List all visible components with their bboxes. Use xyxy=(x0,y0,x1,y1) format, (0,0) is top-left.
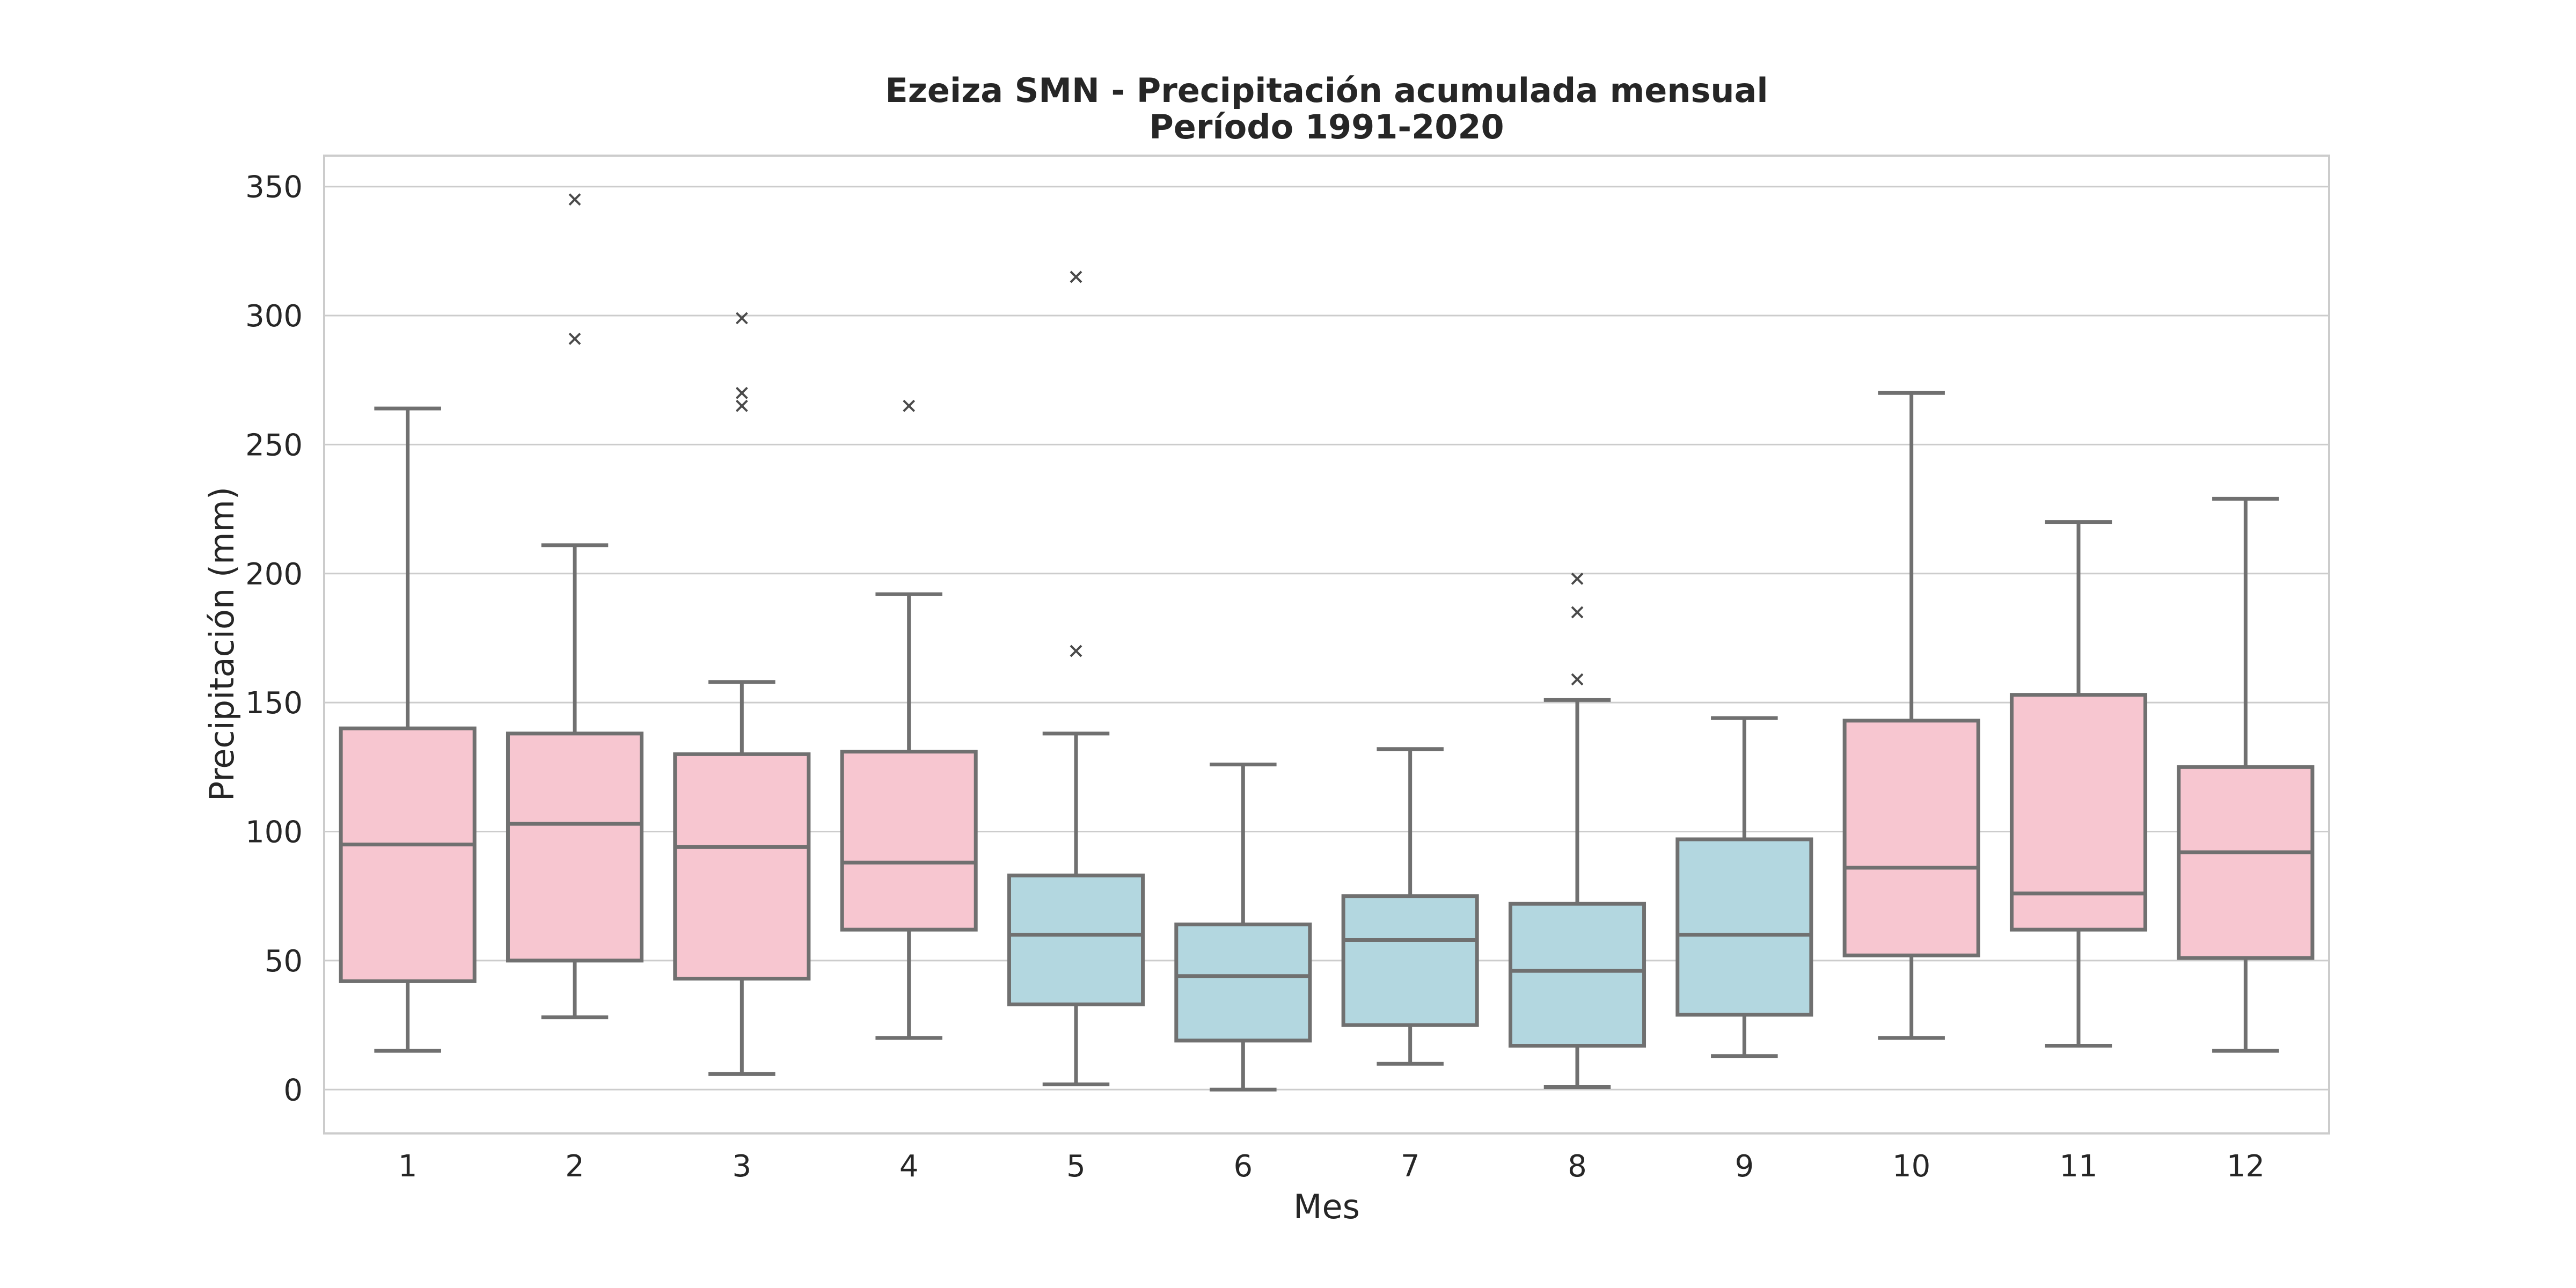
y-tick-label: 100 xyxy=(245,815,303,850)
box-month-1 xyxy=(339,406,477,1053)
x-tick-label: 4 xyxy=(899,1149,919,1184)
y-tick-label: 350 xyxy=(245,170,303,205)
y-tick-label: 300 xyxy=(245,299,303,334)
x-tick-label: 3 xyxy=(733,1149,752,1184)
box xyxy=(673,752,811,981)
box-month-9 xyxy=(1675,716,1813,1058)
box-month-6 xyxy=(1174,763,1312,1092)
box-month-11 xyxy=(2009,520,2148,1048)
x-tick-label: 1 xyxy=(398,1149,418,1184)
outlier-point xyxy=(568,193,581,206)
box xyxy=(1174,923,1312,1043)
box xyxy=(2177,765,2315,960)
x-tick-label: 8 xyxy=(1568,1149,1587,1184)
box-month-2 xyxy=(506,193,644,1020)
y-tick-label: 200 xyxy=(245,557,303,592)
grid-lines xyxy=(324,186,2329,1091)
x-tick-label: 10 xyxy=(1892,1149,1930,1184)
x-tick-label: 12 xyxy=(2227,1149,2265,1184)
box-month-5 xyxy=(1007,270,1145,1087)
box-month-3 xyxy=(673,312,811,1076)
y-tick-label: 0 xyxy=(283,1073,303,1108)
box xyxy=(339,726,477,983)
chart-title: Ezeiza SMN - Precipitación acumulada men… xyxy=(885,71,1768,110)
box xyxy=(1341,894,1479,1027)
x-tick-label: 2 xyxy=(565,1149,584,1184)
box-month-10 xyxy=(1842,391,1980,1040)
outlier-point xyxy=(735,312,748,325)
outlier-point xyxy=(1571,572,1584,585)
box-month-8 xyxy=(1508,572,1646,1089)
y-tick-label: 150 xyxy=(245,686,303,721)
y-tick-label: 250 xyxy=(245,428,303,463)
x-tick-label: 9 xyxy=(1735,1149,1754,1184)
outlier-point xyxy=(568,332,581,345)
box xyxy=(506,731,644,963)
box-series xyxy=(339,193,2315,1092)
outlier-point xyxy=(1070,645,1082,657)
x-tick-label: 11 xyxy=(2059,1149,2097,1184)
plot-frame xyxy=(323,155,2330,1135)
x-tick-label: 6 xyxy=(1234,1149,1253,1184)
box xyxy=(1508,902,1646,1048)
x-axis-label: Mes xyxy=(1293,1187,1360,1226)
outlier-point xyxy=(735,399,748,412)
box-month-4 xyxy=(840,399,978,1040)
outlier-point xyxy=(1571,673,1584,686)
chart-subtitle: Período 1991-2020 xyxy=(1149,107,1504,147)
box xyxy=(2009,693,2148,932)
outlier-point xyxy=(903,399,916,412)
box-month-7 xyxy=(1341,747,1479,1066)
box xyxy=(1007,873,1145,1007)
x-axis-ticks: 1 2 3 4 5 6 7 8 9 10 11 12 xyxy=(398,1149,2265,1184)
outlier-point xyxy=(735,386,748,399)
box xyxy=(1675,837,1813,1017)
outlier-point xyxy=(1571,606,1584,619)
outlier-point xyxy=(1070,270,1082,283)
y-tick-label: 50 xyxy=(265,944,303,979)
x-tick-label: 7 xyxy=(1401,1149,1420,1184)
y-axis-label: Precipitación (mm) xyxy=(202,487,241,801)
y-axis-ticks: 0 50 100 150 200 250 300 350 xyxy=(245,170,303,1108)
box xyxy=(1842,719,1980,957)
box xyxy=(840,750,978,932)
box-month-12 xyxy=(2177,496,2315,1053)
x-tick-label: 5 xyxy=(1066,1149,1086,1184)
